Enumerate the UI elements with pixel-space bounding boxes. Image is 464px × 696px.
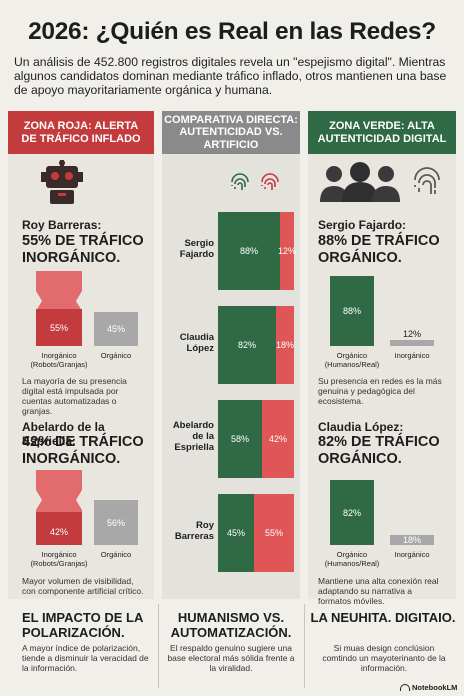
footer-left-title: EL IMPACTO DE LA POLARIZACIÓN. (22, 610, 143, 640)
footer-left-text: A mayor índice de polarización, tiende a… (22, 643, 149, 673)
right-candidate2-label-inorganic: Inorgánico (394, 550, 430, 559)
robot-icon (41, 160, 83, 204)
red-zone-header-label: ZONA ROJA: ALERTA DE TRÁFICO INFLADO (21, 120, 141, 145)
right-candidate2-bar-organic: 82% (330, 480, 374, 545)
left-candidate2-bar-organic-value: 56% (106, 517, 125, 528)
comparison-row4-name: Roy Barreras (174, 520, 214, 542)
left-candidate1-description: La mayoría de su presencia digital está … (22, 376, 127, 416)
left-candidate2-bar-inorganic (36, 470, 82, 545)
right-candidate2-stat: 82% DE TRÁFICO ORGÁNICO. (318, 434, 440, 467)
comparison-row4-organic-value: 45% (226, 528, 245, 538)
left-candidate2-stat: 42% DE TRÁFICO INORGÁNICO. (22, 434, 144, 467)
comparison-row2-inorganic-value: 18% (276, 340, 295, 350)
comparison-row1-inorganic-value: 12% (278, 246, 297, 256)
comparison-row1-organic-bar: 88% (218, 212, 280, 290)
right-candidate1-bar-inorganic (390, 340, 434, 346)
comparison-row2-inorganic-bar: 18% (276, 306, 294, 384)
left-candidate2-label-inorganic: Inorgánico (Robots/Granjas) (30, 550, 88, 568)
right-candidate2-label-organic: Orgánico (Humanos/Real) (324, 550, 380, 568)
footer-middle-text: El respaldo genuino sugiere una base ele… (167, 643, 295, 673)
right-candidate1-label-organic: Orgánico (Humanos/Real) (324, 351, 380, 369)
comparison-row2-name: Claudia López (179, 332, 214, 354)
comparison-row2-organic-bar: 82% (218, 306, 276, 384)
left-candidate1-label-inorganic: Inorgánico (Robots/Granjas) (30, 351, 88, 369)
fingerprint-icon-red (261, 173, 279, 190)
comparison-row3-inorganic-value: 42% (268, 434, 287, 444)
comparison-row3-inorganic-bar: 42% (262, 400, 294, 478)
right-candidate1-label-inorganic: Inorgánico (394, 351, 430, 360)
comparison-row4-inorganic-bar: 55% (254, 494, 294, 572)
brand-badge: NotebookLM (400, 683, 457, 692)
comparison-row3-organic-bar: 58% (218, 400, 262, 478)
page-title: 2026: ¿Quién es Real en las Redes? (28, 18, 436, 45)
comparison-row1-inorganic-bar: 12% (278, 212, 297, 290)
right-candidate2-bar-inorganic-value: 18% (402, 535, 421, 545)
left-candidate1-stat: 55% DE TRÁFICO INORGÁNICO. (22, 233, 144, 266)
left-candidate1-bar-organic-value: 45% (106, 324, 125, 334)
comparison-row3-organic-value: 58% (230, 434, 249, 444)
right-candidate2-name: Claudia López: (318, 420, 404, 434)
left-candidate1-name: Roy Barreras: (22, 218, 102, 232)
right-candidate2-bar-organic-value: 82% (342, 507, 361, 518)
right-candidate2-description: Mantiene una alta conexión real adaptand… (318, 576, 439, 606)
right-candidate2-bar-inorganic: 18% (390, 535, 434, 545)
right-candidate1-bar-organic: 88% (330, 276, 374, 346)
comparison-row1-organic-value: 88% (239, 246, 258, 256)
footer-right-text: Si muas design conclúsion comtindo un ma… (322, 643, 446, 673)
left-candidate1-label-organic: Orgánico (100, 351, 132, 360)
footer-middle-title: HUMANISMO VS. AUTOMATIZACIÓN. (170, 610, 292, 640)
left-candidate2-bar-inorganic-value: 42% (49, 527, 68, 537)
people-icon (320, 162, 400, 202)
footer-divider-left (158, 604, 159, 688)
left-candidate1-bar-inorganic-value: 55% (49, 323, 68, 333)
comparison-row2-organic-value: 82% (237, 340, 256, 350)
notebooklm-logo-icon (400, 684, 410, 691)
green-zone-header: ZONA VERDE: ALTA AUTENTICIDAD DIGITAL (308, 111, 456, 154)
right-candidate1-name: Sergio Fajardo: (318, 218, 407, 232)
right-candidate1-description: Su presencia en redes es la más genuina … (318, 376, 442, 406)
comparison-row4-organic-bar: 45% (218, 494, 254, 572)
footer-right-title: LA NEUHITA. DIGITAIO. (310, 610, 456, 625)
brand-label: NotebookLM (412, 683, 458, 692)
right-candidate1-stat: 88% DE TRÁFICO ORGÁNICO. (318, 233, 440, 266)
comparison-header: COMPARATIVA DIRECTA: AUTENTICIDAD VS. AR… (162, 111, 300, 154)
left-candidate2-description: Mayor volumen de visibilidad, con compon… (22, 576, 144, 596)
green-zone-header-label: ZONA VERDE: ALTA AUTENTICIDAD DIGITAL (317, 120, 447, 145)
footer-divider-right (304, 604, 305, 688)
comparison-header-label: COMPARATIVA DIRECTA: AUTENTICIDAD VS. AR… (164, 113, 298, 151)
fingerprint-icon-green (231, 173, 249, 190)
left-candidate2-label-organic: Orgánico (100, 550, 132, 559)
comparison-row1-name: Sergio Fajardo (179, 238, 214, 260)
red-zone-header: ZONA ROJA: ALERTA DE TRÁFICO INFLADO (8, 111, 154, 154)
comparison-row3-name: Abelardo de la Espriella (172, 420, 214, 453)
fingerprint-icon (414, 167, 440, 194)
left-candidate2-name: Abelardo de la Espriella: (22, 420, 105, 448)
left-candidate2-bar-organic: 56% (94, 500, 138, 545)
right-candidate1-bar-inorganic-value: 12% (402, 329, 421, 339)
left-candidate1-bar-organic: 45% (94, 312, 138, 346)
intro-text: Un análisis de 452.800 registros digital… (14, 55, 447, 97)
left-candidate1-bar-inorganic (36, 271, 82, 346)
comparison-row4-inorganic-value: 55% (264, 528, 283, 538)
right-candidate1-bar-organic-value: 88% (342, 306, 361, 316)
